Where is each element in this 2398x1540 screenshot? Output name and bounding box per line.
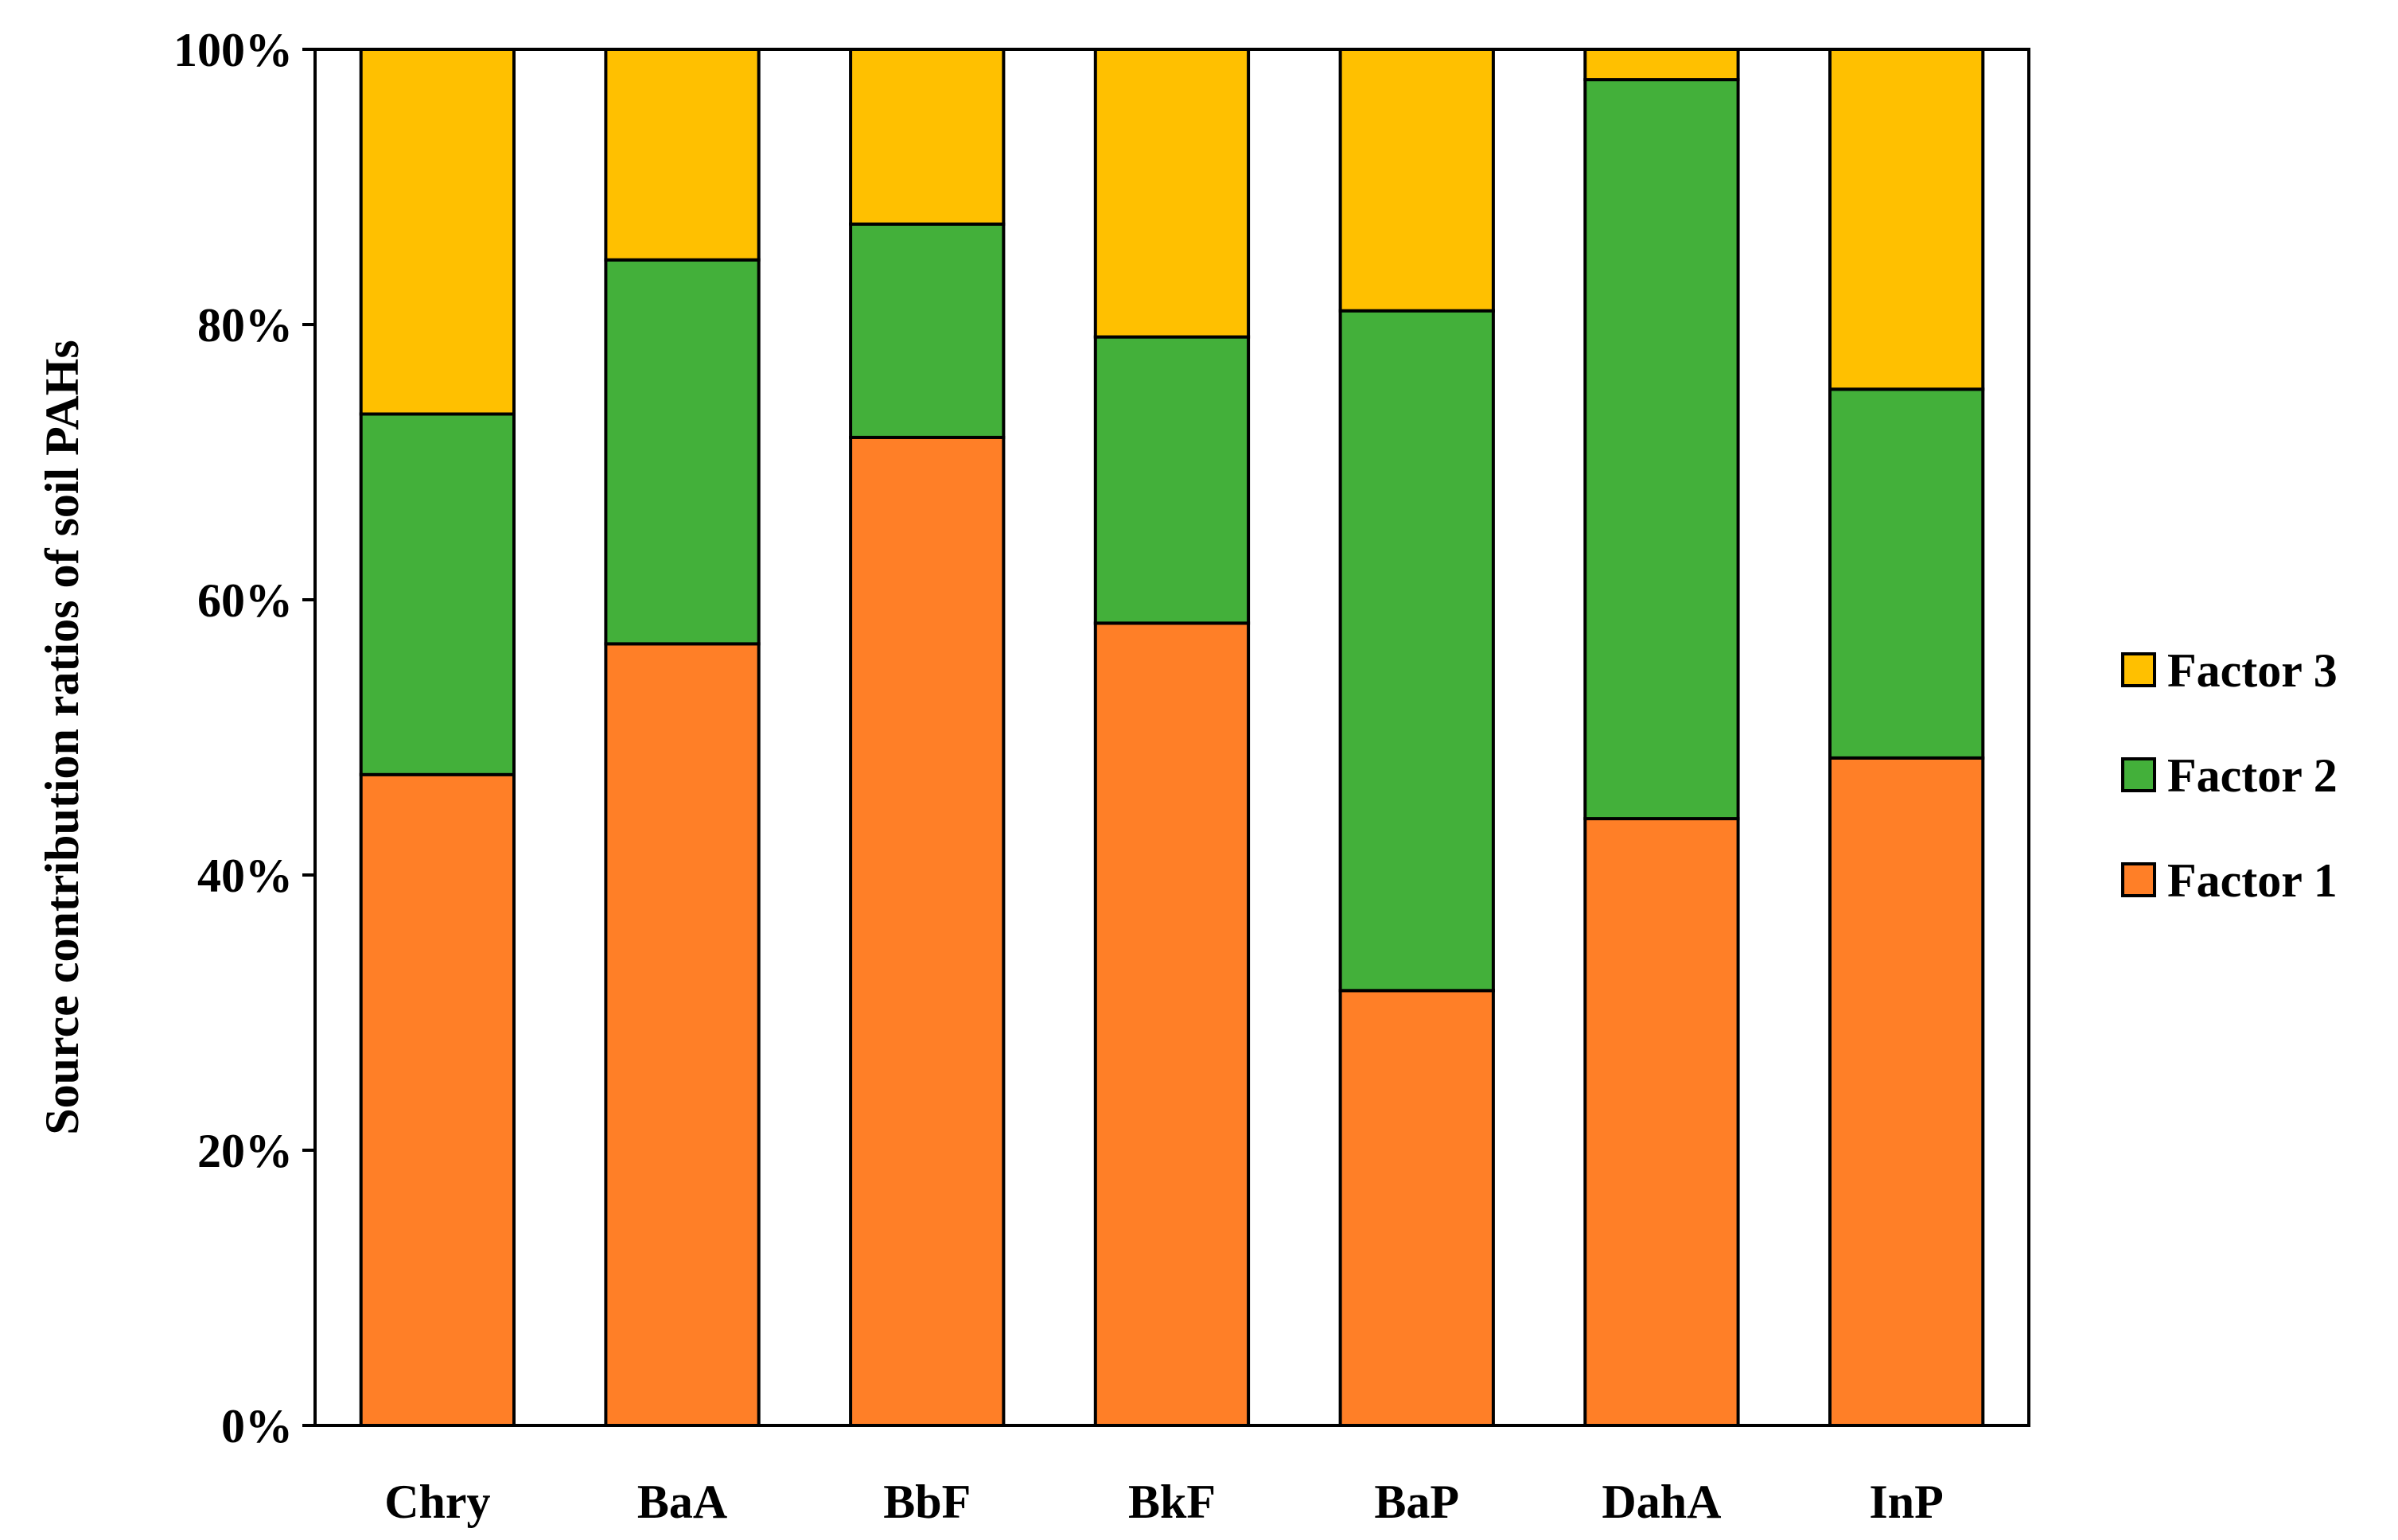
- bar-inp-factor-1: [1828, 756, 1985, 1427]
- bars-layer: [359, 48, 1985, 1428]
- bar-bbf-factor-1: [849, 435, 1006, 1427]
- y-tick-label: 40%: [197, 850, 293, 902]
- x-axis: Chry BaA BbF BkF BaP DahA InP: [384, 1476, 1944, 1528]
- y-axis-title: Source contribution ratios of soil PAHs: [36, 340, 88, 1134]
- x-tick-label-daha: DahA: [1602, 1476, 1721, 1528]
- bar-baa-factor-3: [604, 48, 761, 262]
- x-tick-label-bap: BaP: [1374, 1476, 1459, 1528]
- bar-chry-factor-2: [359, 412, 516, 776]
- bar-chry-factor-3: [359, 48, 516, 416]
- bar-inp-factor-2: [1828, 387, 1985, 760]
- bar-inp-factor-3: [1828, 48, 1985, 391]
- legend: Factor 3 Factor 2 Factor 1: [2121, 644, 2338, 907]
- bar-bkf-factor-3: [1093, 48, 1251, 339]
- x-tick-label-bbf: BbF: [883, 1476, 971, 1528]
- y-tick-label: 100%: [173, 24, 293, 76]
- bar-chry-factor-1: [359, 772, 516, 1427]
- bar-baa-factor-1: [604, 642, 761, 1427]
- bar-daha-factor-3: [1583, 48, 1740, 82]
- bar-daha-factor-1: [1583, 817, 1740, 1427]
- legend-swatch-factor-3: [2121, 652, 2156, 687]
- x-tick-label-baa: BaA: [637, 1476, 727, 1528]
- bar-bbf-factor-3: [849, 48, 1006, 226]
- bar-bap-factor-1: [1338, 989, 1495, 1428]
- y-tick-label: 20%: [197, 1125, 293, 1177]
- bar-baa-factor-2: [604, 258, 761, 646]
- bar-bap-factor-3: [1338, 48, 1495, 313]
- plot-area-frame: [313, 48, 2030, 1427]
- x-tick-label-chry: Chry: [384, 1476, 490, 1528]
- y-tick-label: 60%: [197, 574, 293, 627]
- legend-swatch-factor-1: [2121, 862, 2156, 897]
- bar-bkf-factor-1: [1093, 621, 1251, 1427]
- y-tick-label: 0%: [221, 1400, 293, 1452]
- bar-bkf-factor-2: [1093, 335, 1251, 625]
- x-tick-label-bkf: BkF: [1128, 1476, 1216, 1528]
- bar-bap-factor-2: [1338, 309, 1495, 993]
- x-tick-label-inp: InP: [1869, 1476, 1943, 1528]
- legend-label-factor-1: Factor 1: [2167, 854, 2338, 907]
- legend-swatch-factor-2: [2121, 757, 2156, 792]
- bar-daha-factor-2: [1583, 78, 1740, 821]
- legend-label-factor-3: Factor 3: [2167, 644, 2338, 697]
- y-axis: 0% 20% 40% 60% 80% 100%: [173, 24, 315, 1452]
- bar-bbf-factor-2: [849, 222, 1006, 439]
- legend-label-factor-2: Factor 2: [2167, 749, 2338, 802]
- y-tick-label: 80%: [197, 299, 293, 352]
